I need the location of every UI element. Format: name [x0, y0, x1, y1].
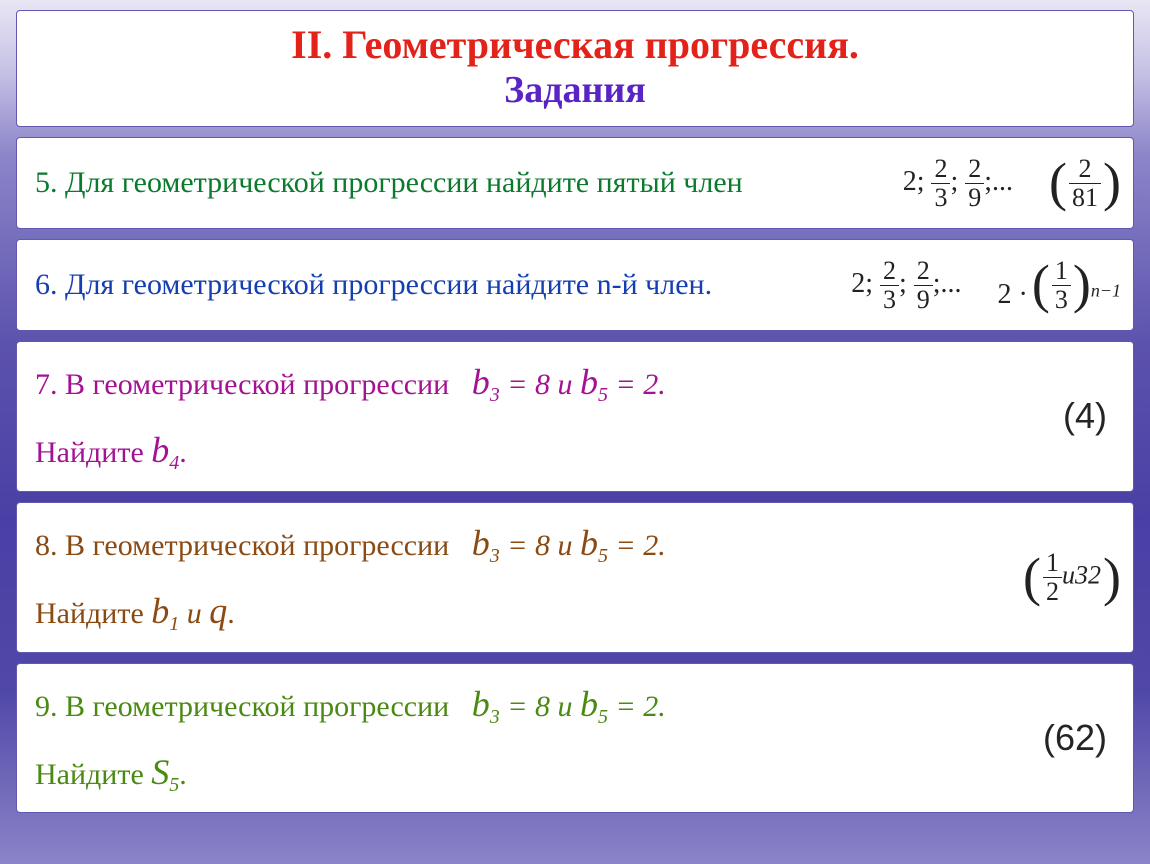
bsub: 1	[169, 613, 179, 635]
task-7-number: 7.	[35, 368, 58, 401]
title-sub: Задания	[35, 68, 1115, 112]
eq: = 8 и	[500, 690, 580, 723]
paren: (13)	[1032, 258, 1091, 313]
task-5-math: 2; 23; 29;... (281)	[891, 156, 1121, 211]
fraction: 29	[965, 156, 984, 211]
bsub: 5	[598, 384, 608, 406]
task-8-text: 8. В геометрической прогрессии b3 = 8 и …	[35, 509, 1011, 646]
fraction: 281	[1069, 156, 1101, 211]
task-8-pre: В геометрической прогрессии	[65, 529, 449, 562]
bsub: 5	[598, 706, 608, 728]
bsub: 4	[169, 452, 179, 474]
bvar: b	[580, 523, 598, 563]
task-6-math: 2; 23; 29;... 2 · (13)n−1	[839, 258, 1121, 313]
task-9-pre: В геометрической прогрессии	[65, 690, 449, 723]
end: .	[227, 597, 235, 630]
bsub: 3	[490, 706, 500, 728]
task-9-answer: (62)	[1015, 717, 1121, 759]
task-6-sequence: 2; 23; 29;...	[851, 258, 961, 313]
num: 2	[965, 156, 984, 183]
task-5-answer: (281)	[1049, 156, 1121, 211]
fraction: 13	[1052, 258, 1071, 313]
end: .	[179, 758, 187, 791]
fraction: 23	[931, 156, 950, 211]
post: Найдите	[35, 758, 151, 791]
eq: = 8 и	[500, 529, 580, 562]
eq: = 8 и	[500, 368, 580, 401]
bvar: b	[580, 362, 598, 402]
task-7-answer: (4)	[1035, 395, 1121, 437]
den: 2	[1043, 577, 1062, 605]
den: 3	[931, 183, 950, 211]
task-5-sequence: 2; 23; 29;...	[903, 156, 1013, 211]
bvar: b	[472, 684, 490, 724]
seq-lead: 2;	[851, 267, 873, 298]
num: 2	[1076, 156, 1095, 183]
num: 2	[880, 258, 899, 285]
fraction: 29	[914, 258, 933, 313]
coef: 2 ·	[998, 278, 1028, 309]
task-6-answer: 2 · (13)n−1	[998, 258, 1121, 313]
post: Найдите	[35, 597, 151, 630]
end: .	[179, 436, 187, 469]
task-6-number: 6.	[35, 268, 58, 301]
task-5-body: Для геометрической прогрессии найдите пя…	[65, 166, 743, 199]
task-5: 5. Для геометрической прогрессии найдите…	[16, 137, 1134, 229]
bvar: b	[151, 591, 169, 631]
title-main: II. Геометрическая прогрессия.	[35, 21, 1115, 68]
exponent: n−1	[1091, 280, 1121, 300]
den: 3	[1052, 285, 1071, 313]
bvar: b	[472, 362, 490, 402]
bsub: 3	[490, 384, 500, 406]
task-7-text: 7. В геометрической прогрессии b3 = 8 и …	[35, 348, 1035, 485]
num: 1	[1052, 258, 1071, 285]
num: 1	[1043, 550, 1062, 577]
task-8-answer: (12и32)	[1011, 550, 1121, 605]
seq-tail: ;...	[933, 267, 962, 298]
num: 2	[931, 156, 950, 183]
bvar: S	[151, 752, 169, 792]
task-9-number: 9.	[35, 690, 58, 723]
eq: = 2.	[608, 529, 666, 562]
bvar: b	[472, 523, 490, 563]
fraction: 12	[1043, 550, 1062, 605]
task-6-body: Для геометрической прогрессии найдите n-…	[65, 268, 712, 301]
bsub: 5	[169, 774, 179, 796]
eq: = 2.	[608, 690, 666, 723]
seq-tail: ;...	[984, 165, 1013, 196]
ans-tail: и32	[1062, 560, 1101, 589]
bvar: b	[151, 430, 169, 470]
task-6: 6. Для геометрической прогрессии найдите…	[16, 239, 1134, 331]
task-6-text: 6. Для геометрической прогрессии найдите…	[35, 265, 839, 306]
task-5-text: 5. Для геометрической прогрессии найдите…	[35, 163, 891, 204]
task-8: 8. В геометрической прогрессии b3 = 8 и …	[16, 502, 1134, 653]
qvar: q	[209, 591, 227, 631]
task-5-number: 5.	[35, 166, 58, 199]
task-8-number: 8.	[35, 529, 58, 562]
bvar: b	[580, 684, 598, 724]
num: 2	[914, 258, 933, 285]
den: 9	[965, 183, 984, 211]
mid: и	[179, 597, 209, 630]
seq-lead: 2;	[903, 165, 925, 196]
eq: = 2.	[608, 368, 666, 401]
fraction: 23	[880, 258, 899, 313]
bsub: 5	[598, 545, 608, 567]
post: Найдите	[35, 436, 151, 469]
task-7: 7. В геометрической прогрессии b3 = 8 и …	[16, 341, 1134, 492]
bsub: 3	[490, 545, 500, 567]
title-panel: II. Геометрическая прогрессия. Задания	[16, 10, 1134, 127]
task-9-text: 9. В геометрической прогрессии b3 = 8 и …	[35, 670, 1015, 807]
den: 81	[1069, 183, 1101, 211]
den: 3	[880, 285, 899, 313]
den: 9	[914, 285, 933, 313]
task-9: 9. В геометрической прогрессии b3 = 8 и …	[16, 663, 1134, 814]
paren: (12и32)	[1023, 550, 1121, 605]
task-7-pre: В геометрической прогрессии	[65, 368, 449, 401]
